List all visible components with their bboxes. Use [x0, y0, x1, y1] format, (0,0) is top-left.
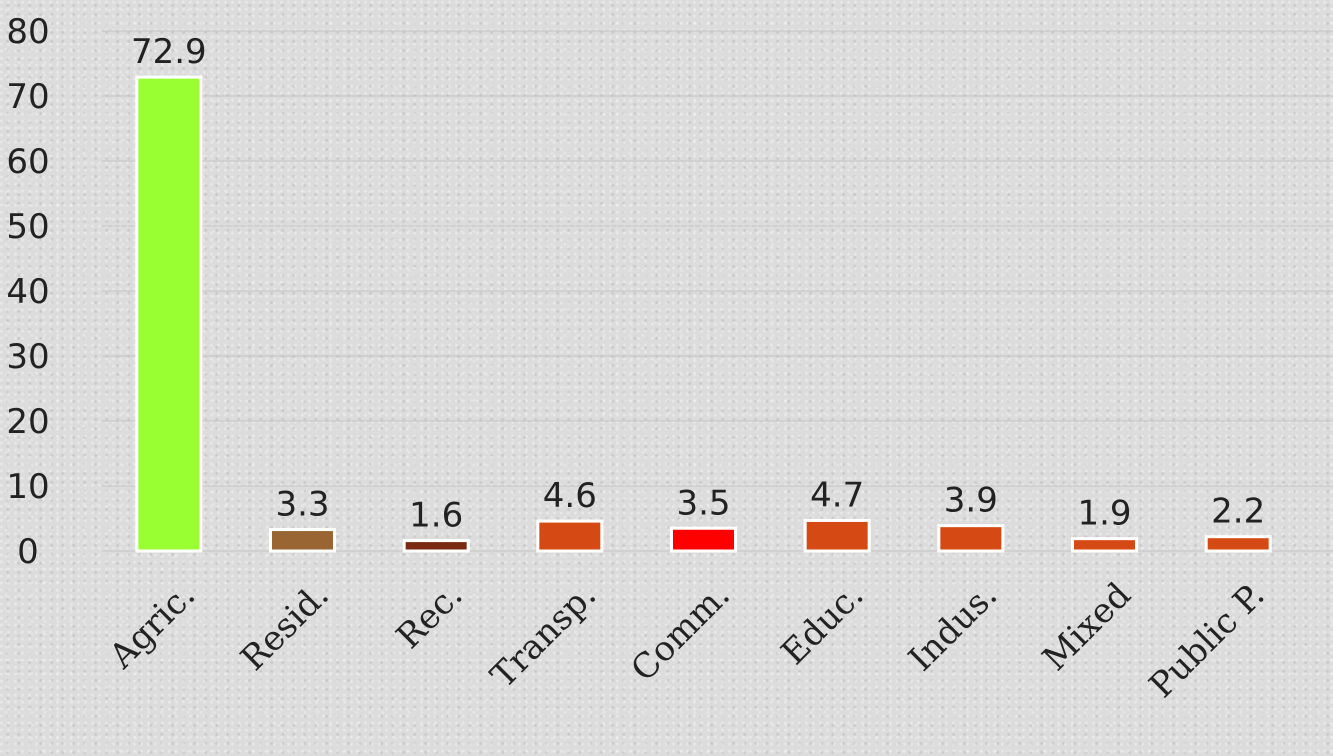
category-label: Mixed — [1035, 575, 1139, 679]
data-label: 4.6 — [543, 476, 597, 516]
y-axis-ticks: 0 10 20 30 40 50 60 70 80 — [6, 12, 49, 572]
bar-agric — [135, 75, 203, 553]
bar-rec — [402, 539, 470, 553]
y-tick-label: 50 — [6, 207, 49, 247]
data-label: 3.9 — [944, 481, 998, 521]
gridlines — [102, 30, 1333, 552]
bar-mixed — [1071, 537, 1138, 553]
bars — [135, 75, 1272, 553]
category-label: Comm. — [623, 575, 737, 689]
data-label: 2.2 — [1211, 492, 1265, 532]
category-label: Rec. — [389, 575, 471, 657]
bar-public-p — [1204, 535, 1272, 553]
category-label: Transp. — [483, 575, 604, 696]
y-tick-label: 80 — [6, 12, 49, 52]
y-tick-label: 60 — [6, 142, 49, 182]
bar-educ — [803, 518, 871, 553]
y-tick-label: 10 — [6, 467, 49, 507]
data-label: 1.6 — [409, 496, 463, 536]
data-labels: 72.9 3.3 1.6 4.6 3.5 4.7 3.9 1.9 2.2 — [131, 32, 1265, 535]
category-label: Resid. — [233, 575, 337, 679]
bar-comm — [670, 526, 737, 553]
y-tick-label: 70 — [6, 77, 49, 117]
x-axis-categories: Agric. Resid. Rec. Transp. Comm. Educ. Indus. M… — [101, 575, 1272, 706]
data-label: 3.3 — [275, 485, 329, 525]
bar-resid — [269, 528, 336, 553]
data-label: 1.9 — [1077, 494, 1131, 534]
category-label: Educ. — [774, 575, 872, 673]
data-label: 72.9 — [131, 32, 207, 72]
y-tick-label: 30 — [6, 337, 49, 377]
data-label: 3.5 — [676, 483, 730, 523]
bar-indus — [937, 524, 1005, 553]
category-label: Indus. — [901, 575, 1005, 679]
bar-transp — [536, 519, 604, 553]
category-label: Agric. — [101, 575, 203, 677]
category-label: Public P. — [1142, 575, 1273, 706]
y-tick-label: 20 — [6, 402, 49, 442]
data-label: 4.7 — [810, 475, 864, 515]
y-tick-label: 40 — [6, 272, 49, 312]
y-tick-label: 0 — [17, 532, 39, 572]
